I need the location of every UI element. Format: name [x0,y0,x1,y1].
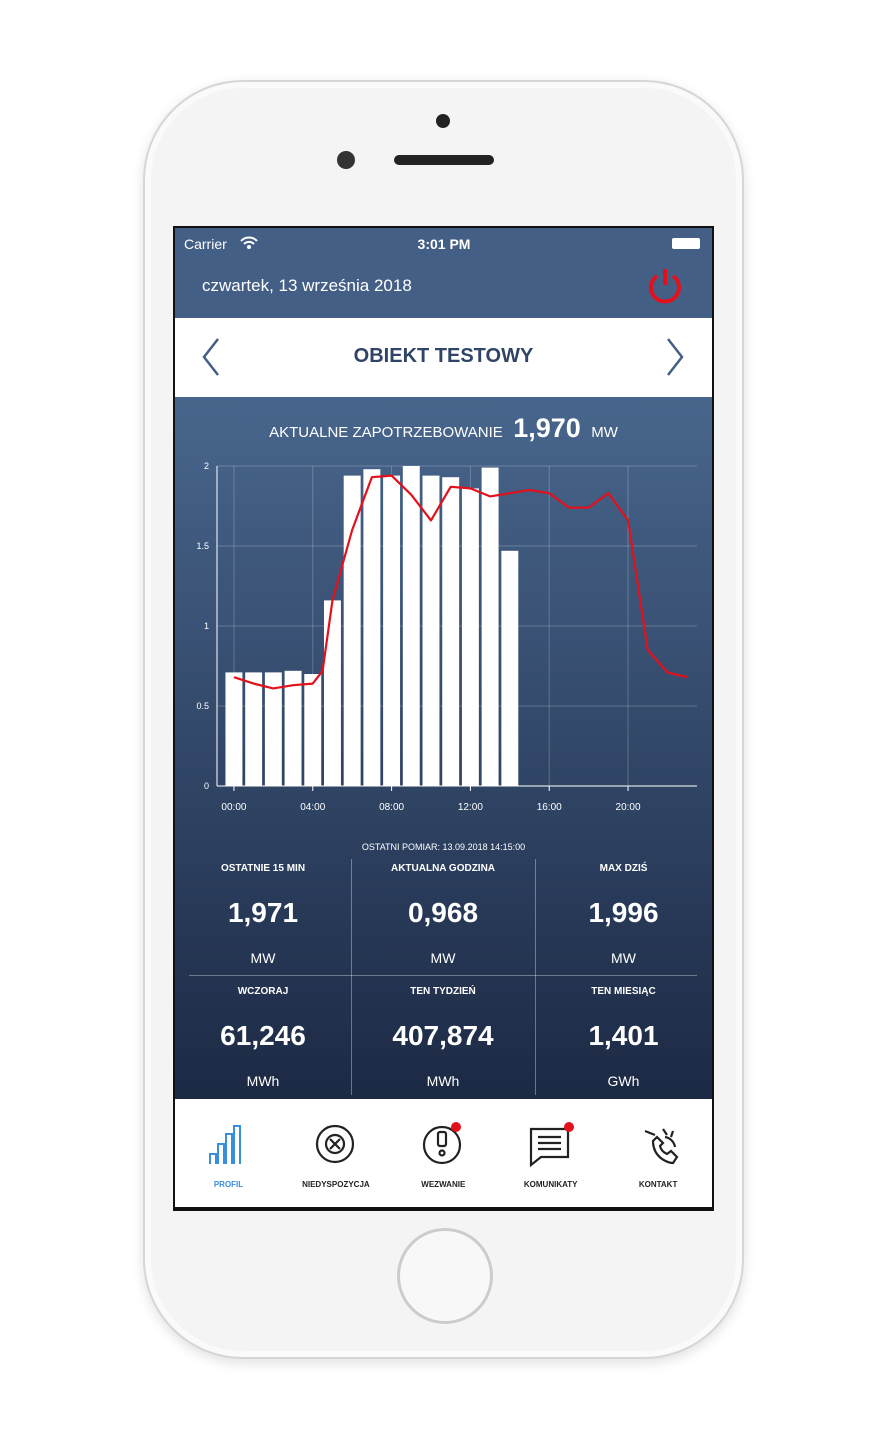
stat-unit: MWh [246,1073,280,1089]
stat-label: AKTUALNA GODZINA [390,863,496,874]
bar [323,600,341,786]
date: czwartek, 13 września 2018 [202,276,412,295]
bar [402,466,420,786]
stat-unit: GWh [607,1073,640,1089]
stat-value: 1,996 [588,897,659,928]
stat-unit: MW [430,950,456,966]
bar [501,550,519,786]
power-button[interactable] [644,264,686,306]
chart: 0 0.5 1 1.5 2 00:00 04:00 08:00 12:00 16:00 20:00 [196,461,697,813]
carrier: Carrier [184,236,227,252]
tab-label[interactable]: WEZWANIE [421,1180,466,1189]
tab-label[interactable]: NIEDYSPOZYCJA [302,1180,370,1189]
icon-niedyspozycja [315,1124,355,1164]
stat-unit: MW [250,950,276,966]
bar [264,672,282,786]
icon-wezwanie [422,1125,462,1165]
x-tick-label: 20:00 [616,802,641,813]
line [233,474,688,690]
badge [564,1122,574,1132]
demand-unit: MW [591,424,618,441]
x-tick-label: 04:00 [300,802,325,813]
tab-icons [209,1122,679,1168]
stat-value: 1,401 [588,1020,659,1051]
y-tick-label: 1.5 [196,541,209,551]
stat-unit: MW [611,950,636,966]
prev-button[interactable] [198,336,224,378]
next-button[interactable] [662,336,688,378]
divider [351,859,352,1095]
home-button[interactable] [397,1228,493,1324]
icon-profil [209,1125,241,1164]
stats: OSTATNIE 15 MIN 1,971 MW AKTUALNA GODZINA 0,… [175,855,712,1099]
divider [535,859,536,1095]
icon-komunikaty [529,1127,570,1168]
battery [672,238,700,249]
last-measurement: OSTATNI POMIAR: 13.09.2018 14:15:00 [361,842,526,852]
tab-labels: PROFIL NIEDYSPOZYCJA WEZWANIE KOMUNIKATY KON… [175,1180,712,1200]
stat-value: 61,246 [220,1020,306,1051]
divider [189,975,697,976]
bar [422,475,440,786]
x-tick-label: 08:00 [379,802,404,813]
x-tick-label: 12:00 [458,802,483,813]
y-tick-label: 0 [204,781,209,791]
bar [225,672,243,786]
stat-value: 1,971 [227,897,299,928]
stat-unit: MWh [426,1073,460,1089]
stat-label: MAX DZIŚ [599,863,648,874]
y-tick-label: 0.5 [196,701,209,711]
demand-value: 1,970 [513,413,581,443]
clock: 3:01 PM [417,236,471,252]
bar [442,477,460,786]
y-tick-label: 2 [204,461,209,471]
y-tick-label: 1 [204,621,209,631]
nav-bar [175,318,712,397]
stat-value: 407,874 [392,1020,494,1051]
tab-label[interactable]: KONTAKT [638,1180,678,1189]
top-bar [175,228,712,318]
object-title: OBIEKT TESTOWY [353,345,534,367]
camera [337,151,355,169]
bar [245,672,263,786]
tab-label[interactable]: KOMUNIKATY [523,1180,578,1189]
stat-value: 0,968 [407,897,479,928]
demand-label: AKTUALNE ZAPOTRZEBOWANIE [269,424,503,441]
bar [481,467,499,786]
bar [284,670,302,786]
bar [304,674,322,786]
x-tick-label: 16:00 [537,802,562,813]
bar [343,475,361,786]
bar [363,469,381,786]
bar [461,488,479,786]
wifi-icon [240,236,258,249]
x-tick-label: 00:00 [221,802,246,813]
tab-label[interactable]: PROFIL [213,1180,244,1189]
badge [451,1122,461,1132]
stat-label: WCZORAJ [237,986,289,997]
speaker [394,155,494,165]
icon-kontakt [644,1128,679,1165]
demand: AKTUALNE ZAPOTRZEBOWANIE 1,970 MW [175,412,712,449]
stat-label: TEN TYDZIEŃ [410,986,476,997]
bar [383,475,401,786]
stat-label: TEN MIESIĄC [591,986,656,997]
sensor [436,114,450,128]
stat-label: OSTATNIE 15 MIN [220,863,306,874]
